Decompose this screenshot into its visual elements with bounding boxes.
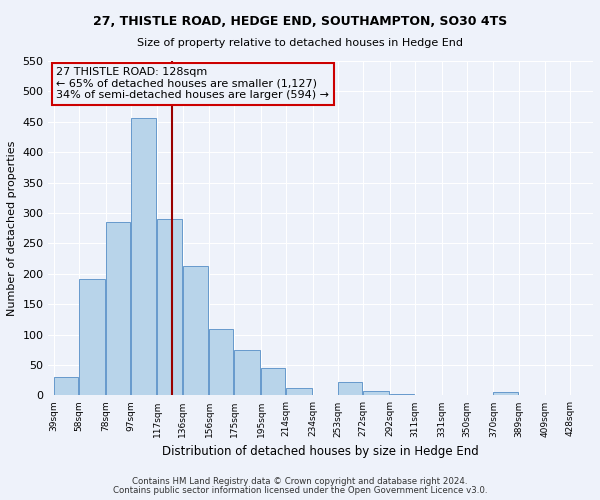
Bar (157, 219, 182, 396)
Bar (182, 266, 208, 396)
Text: Contains public sector information licensed under the Open Government Licence v3: Contains public sector information licen… (113, 486, 487, 495)
Y-axis label: Number of detached properties: Number of detached properties (7, 140, 17, 316)
Bar (493, 392, 518, 396)
X-axis label: Distribution of detached houses by size in Hedge End: Distribution of detached houses by size … (163, 445, 479, 458)
Bar (209, 328, 233, 396)
Text: Size of property relative to detached houses in Hedge End: Size of property relative to detached ho… (137, 38, 463, 48)
Text: 27, THISTLE ROAD, HEDGE END, SOUTHAMPTON, SO30 4TS: 27, THISTLE ROAD, HEDGE END, SOUTHAMPTON… (93, 15, 507, 28)
Bar (286, 388, 312, 396)
Text: Contains HM Land Registry data © Crown copyright and database right 2024.: Contains HM Land Registry data © Crown c… (132, 477, 468, 486)
Text: 27 THISTLE ROAD: 128sqm
← 65% of detached houses are smaller (1,127)
34% of semi: 27 THISTLE ROAD: 128sqm ← 65% of detache… (56, 67, 329, 100)
Bar (235, 350, 260, 396)
Bar (363, 390, 389, 396)
Bar (338, 382, 362, 396)
Bar (106, 222, 130, 396)
Bar (390, 394, 414, 396)
Bar (131, 118, 157, 396)
Bar (54, 377, 78, 396)
Bar (261, 368, 285, 396)
Bar (79, 278, 104, 396)
